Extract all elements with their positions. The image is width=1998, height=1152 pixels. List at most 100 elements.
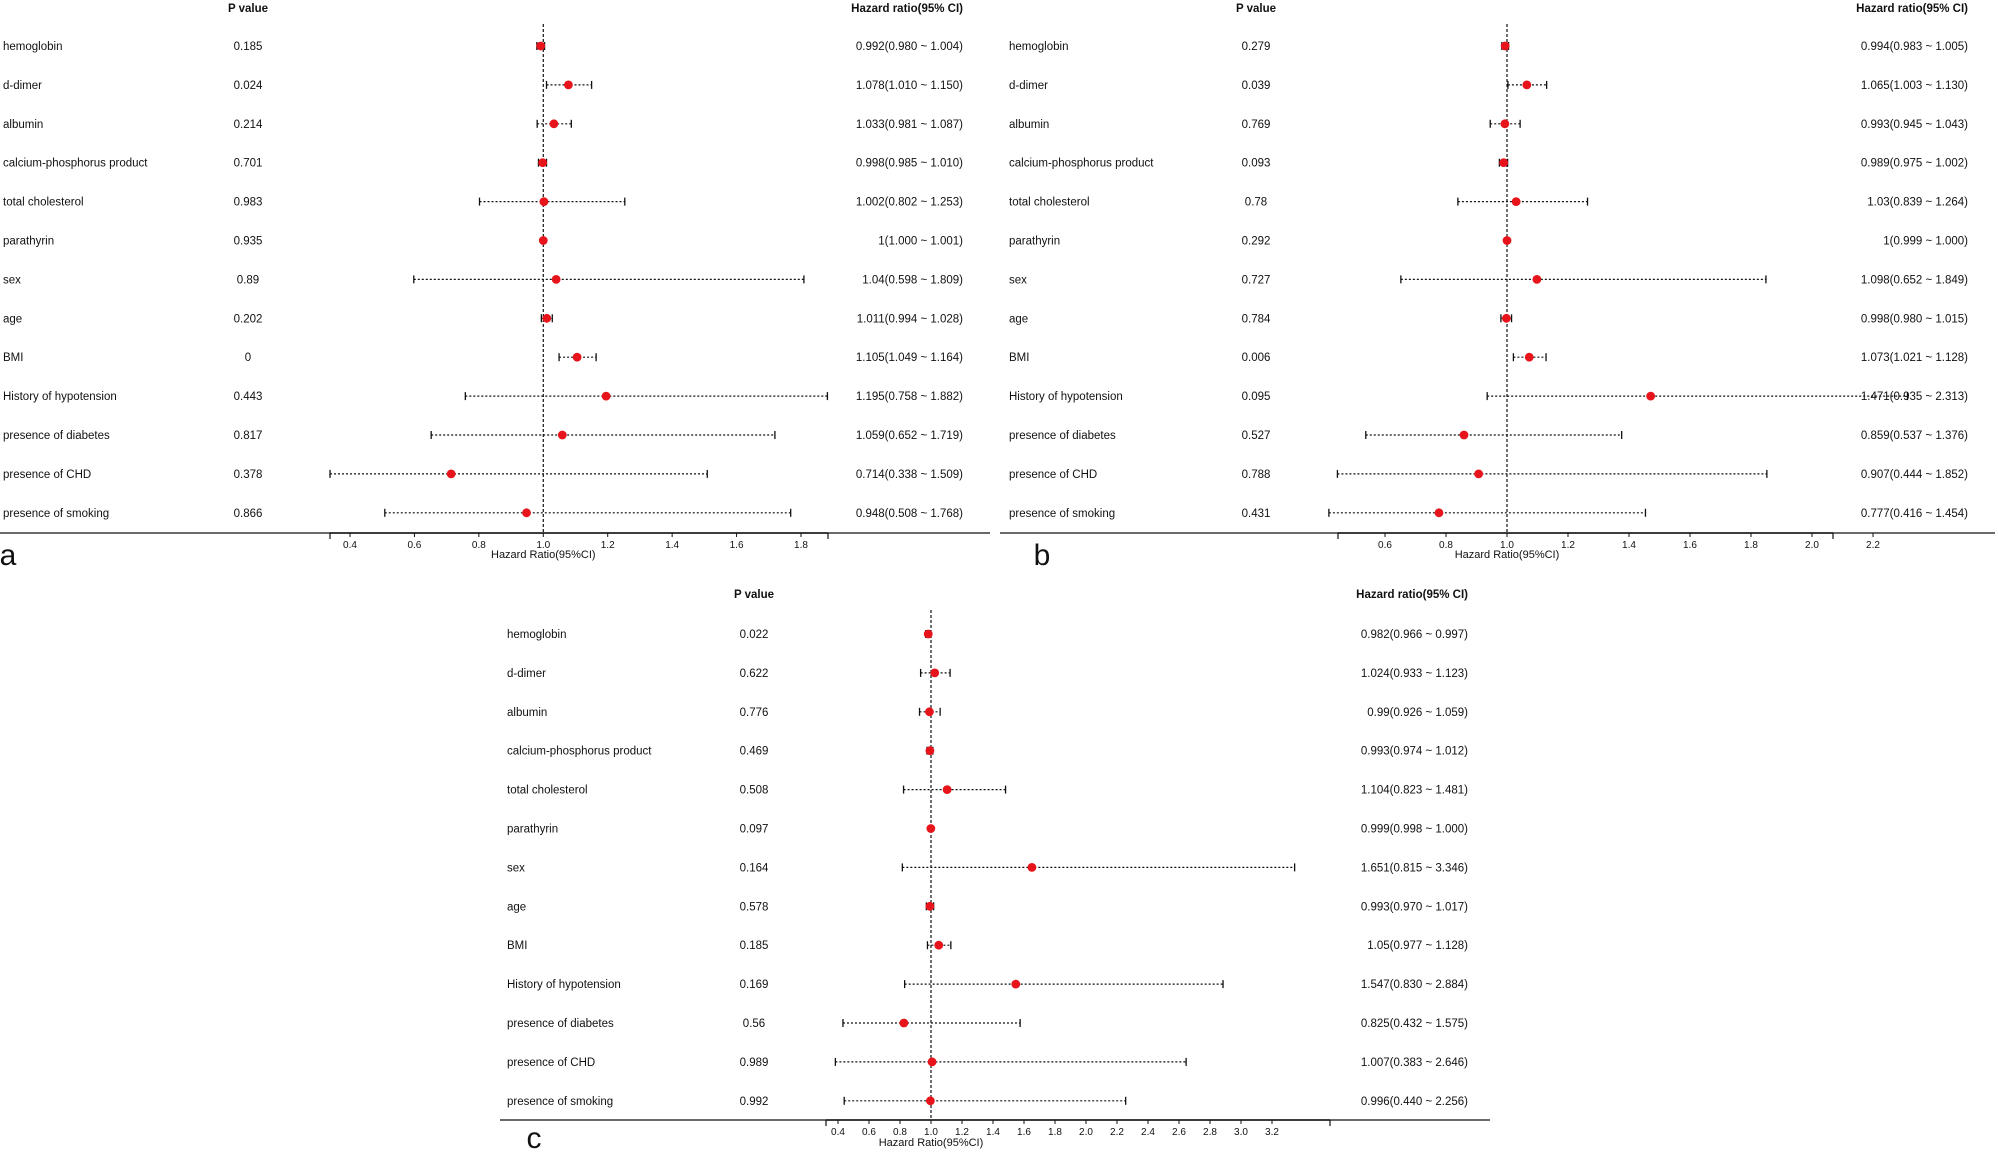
p-value: 0.164 bbox=[740, 862, 769, 874]
p-value: 0.431 bbox=[1242, 508, 1271, 520]
p-value: 0.992 bbox=[740, 1096, 769, 1108]
hazard-ratio-point bbox=[927, 1057, 937, 1067]
row-label: hemoglobin bbox=[507, 629, 566, 641]
axis-tick-label: 1.8 bbox=[794, 540, 808, 551]
row-label: albumin bbox=[3, 119, 43, 131]
hazard-ratio-text: 1.547(0.830 ~ 2.884) bbox=[1361, 979, 1468, 991]
table-row: hemoglobin 0.279 0.994(0.983 ~ 1.005) bbox=[1009, 41, 1968, 53]
hazard-ratio-text: 0.996(0.440 ~ 2.256) bbox=[1361, 1096, 1468, 1108]
row-label: presence of smoking bbox=[507, 1096, 613, 1108]
p-value: 0.56 bbox=[743, 1018, 765, 1030]
hazard-ratio-text: 1.195(0.758 ~ 1.882) bbox=[856, 391, 963, 403]
row-label: calcium-phosphorus product bbox=[1009, 158, 1154, 170]
hazard-ratio-point bbox=[1474, 469, 1484, 479]
table-row: total cholesterol 0.983 1.002(0.802 ~ 1.25… bbox=[3, 197, 963, 209]
row-label: hemoglobin bbox=[1009, 41, 1068, 53]
hazard-ratio-point bbox=[1500, 119, 1510, 129]
table-row: d-dimer 0.622 1.024(0.933 ~ 1.123) bbox=[507, 668, 1468, 680]
hazard-ratio-point bbox=[542, 313, 552, 323]
forest-panel-b: P value Hazard ratio(95% CI) hemoglobin 0.2… bbox=[1000, 3, 1995, 572]
p-value: 0.097 bbox=[740, 824, 769, 836]
row-label: presence of diabetes bbox=[3, 430, 110, 442]
hazard-ratio-text: 1(0.999 ~ 1.000) bbox=[1883, 236, 1968, 248]
hazard-ratio-point bbox=[557, 430, 567, 440]
hazard-ratio-text: 1.078(1.010 ~ 1.150) bbox=[856, 80, 963, 92]
hazard-ratio-point bbox=[572, 352, 582, 362]
hazard-ratio-point bbox=[539, 197, 549, 207]
p-value: 0.769 bbox=[1242, 119, 1271, 131]
axis-tick-label: 1.6 bbox=[1017, 1127, 1031, 1138]
table-row: sex 0.89 1.04(0.598 ~ 1.809) bbox=[3, 274, 963, 286]
hazard-ratio-point bbox=[564, 80, 573, 90]
axis-tick-label: 1.8 bbox=[1744, 540, 1758, 551]
p-value: 0.508 bbox=[740, 785, 769, 797]
table-row: albumin 0.769 0.993(0.945 ~ 1.043) bbox=[1009, 119, 1968, 131]
hazard-ratio-point bbox=[1501, 313, 1511, 323]
axis-tick-label: 0.8 bbox=[472, 540, 486, 551]
table-row: History of hypotension 0.169 1.547(0.830 ~… bbox=[507, 979, 1468, 991]
p-value: 0.279 bbox=[1242, 41, 1271, 53]
row-label: BMI bbox=[507, 940, 527, 952]
row-label: age bbox=[507, 901, 526, 913]
table-row: albumin 0.776 0.99(0.926 ~ 1.059) bbox=[507, 707, 1468, 719]
x-axis-title: Hazard Ratio(95%CI) bbox=[879, 1137, 984, 1149]
hazard-ratio-text: 1.007(0.383 ~ 2.646) bbox=[1361, 1057, 1468, 1069]
hazard-ratio-header: Hazard ratio(95% CI) bbox=[1356, 589, 1468, 601]
hazard-ratio-text: 0.859(0.537 ~ 1.376) bbox=[1861, 430, 1968, 442]
table-row: BMI 0.185 1.05(0.977 ~ 1.128) bbox=[507, 940, 1468, 952]
table-row: presence of diabetes 0.817 1.059(0.652 ~ 1… bbox=[3, 430, 963, 442]
row-label: sex bbox=[507, 862, 525, 874]
row-label: parathyrin bbox=[507, 824, 558, 836]
p-value: 0.727 bbox=[1242, 274, 1271, 286]
row-label: parathyrin bbox=[1009, 236, 1060, 248]
hazard-ratio-point bbox=[1499, 158, 1509, 168]
row-label: d-dimer bbox=[3, 80, 42, 92]
hazard-ratio-point bbox=[925, 1096, 935, 1106]
hazard-ratio-text: 1.065(1.003 ~ 1.130) bbox=[1861, 80, 1968, 92]
axis-tick-label: 1.2 bbox=[601, 540, 615, 551]
axis-tick-label: 0.4 bbox=[343, 540, 357, 551]
table-row: parathyrin 0.935 1(1.000 ~ 1.001) bbox=[3, 236, 963, 248]
table-row: presence of smoking 0.431 0.777(0.416 ~ 1.… bbox=[1009, 508, 1968, 520]
axis-tick-label: 2.2 bbox=[1866, 540, 1880, 551]
row-label: presence of diabetes bbox=[507, 1018, 614, 1030]
forest-panel-c: P value Hazard ratio(95% CI) hemoglobin 0.0… bbox=[500, 589, 1490, 1152]
table-row: parathyrin 0.292 1(0.999 ~ 1.000) bbox=[1009, 236, 1968, 248]
row-label: presence of smoking bbox=[3, 508, 109, 520]
p-value: 0.093 bbox=[1242, 158, 1271, 170]
row-label: sex bbox=[1009, 274, 1027, 286]
p-value: 0.788 bbox=[1242, 469, 1271, 481]
table-row: d-dimer 0.024 1.078(1.010 ~ 1.150) bbox=[3, 80, 963, 92]
row-label: total cholesterol bbox=[507, 785, 588, 797]
hazard-ratio-text: 1.033(0.981 ~ 1.087) bbox=[856, 119, 963, 131]
table-row: age 0.202 1.011(0.994 ~ 1.028) bbox=[3, 313, 963, 325]
table-row: age 0.578 0.993(0.970 ~ 1.017) bbox=[507, 901, 1468, 913]
table-row: History of hypotension 0.443 1.195(0.758 ~… bbox=[3, 391, 963, 403]
table-row: sex 0.164 1.651(0.815 ~ 3.346) bbox=[507, 862, 1468, 874]
axis-tick-label: 0.8 bbox=[893, 1127, 907, 1138]
row-label: albumin bbox=[507, 707, 547, 719]
axis-tick-label: 1.2 bbox=[1561, 540, 1575, 551]
hazard-ratio-point bbox=[923, 629, 933, 639]
hazard-ratio-point bbox=[1511, 197, 1521, 207]
table-row: calcium-phosphorus product 0.701 0.998(0.9… bbox=[3, 158, 963, 170]
p-value: 0.784 bbox=[1242, 313, 1271, 325]
row-label: albumin bbox=[1009, 119, 1049, 131]
hazard-ratio-point bbox=[1502, 236, 1512, 245]
x-axis-title: Hazard Ratio(95%CI) bbox=[491, 549, 596, 561]
p-value: 0.817 bbox=[234, 430, 263, 442]
axis-tick-label: 1.0 bbox=[1500, 540, 1514, 551]
row-label: parathyrin bbox=[3, 236, 54, 248]
p-value: 0.866 bbox=[234, 508, 263, 520]
forest-panel-a: P value Hazard ratio(95% CI) hemoglobin 0.1… bbox=[0, 3, 990, 572]
hazard-ratio-text: 0.998(0.980 ~ 1.015) bbox=[1861, 313, 1968, 325]
hazard-ratio-text: 1.104(0.823 ~ 1.481) bbox=[1361, 785, 1468, 797]
hazard-ratio-point bbox=[1532, 275, 1542, 284]
p-value: 0.185 bbox=[234, 41, 263, 53]
p-value: 0.989 bbox=[740, 1057, 769, 1069]
axis-tick-label: 0.6 bbox=[862, 1127, 876, 1138]
p-value-header: P value bbox=[228, 3, 268, 15]
axis-tick-label: 3.0 bbox=[1234, 1127, 1248, 1138]
hazard-ratio-point bbox=[1524, 352, 1534, 362]
hazard-ratio-text: 0.948(0.508 ~ 1.768) bbox=[856, 508, 963, 520]
